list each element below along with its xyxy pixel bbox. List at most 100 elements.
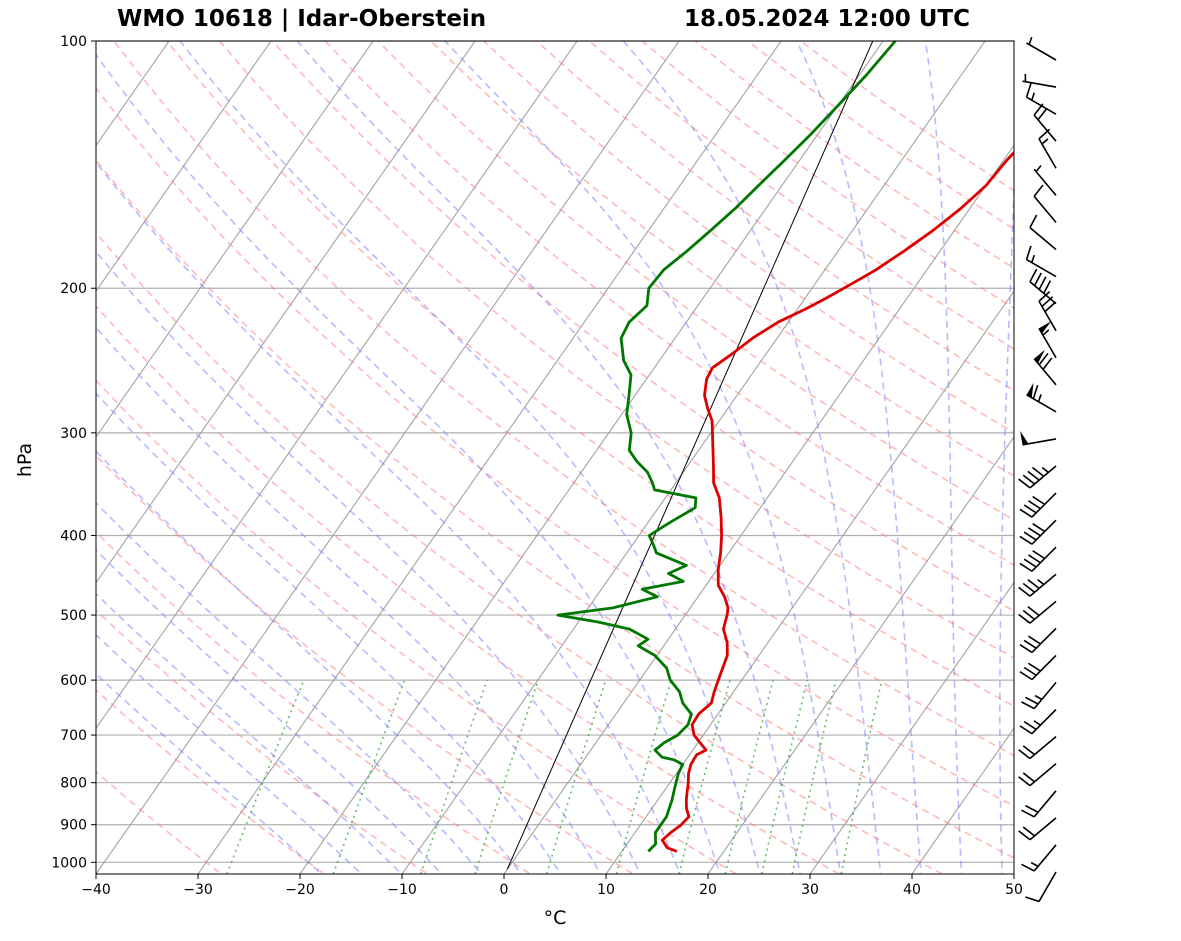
wind-barb-half	[1041, 466, 1049, 474]
wind-barb-full	[1023, 504, 1037, 514]
dry-adiabat-line	[96, 688, 326, 874]
dry-adiabat-line	[430, 41, 1014, 477]
x-tick-label: −30	[183, 882, 213, 898]
sounding-profiles	[556, 41, 1014, 853]
moist-adiabat-line	[924, 41, 963, 874]
temperature-profile-line	[660, 150, 1014, 853]
wind-barb-full	[1027, 470, 1040, 481]
y-tick-label: 1000	[51, 855, 87, 871]
wind-barb-full	[1027, 606, 1040, 617]
wind-barb	[1021, 844, 1057, 872]
moist-adiabat-line	[96, 392, 562, 874]
wind-barb-half	[1033, 720, 1041, 726]
wind-barb-full	[1029, 268, 1038, 283]
isotherm-grid	[0, 23, 1014, 897]
wind-barb-full	[1038, 291, 1051, 302]
dewpoint-profile-line	[556, 41, 897, 853]
chart-title-datetime: 18.05.2024 12:00 UTC	[684, 6, 970, 32]
isotherm-line	[503, 144, 1014, 874]
wind-barb-staff	[1038, 871, 1057, 902]
wind-barb	[1019, 709, 1057, 735]
wind-barb-full	[1018, 478, 1031, 489]
x-tick-label: 20	[699, 882, 717, 898]
wind-barb-full	[1032, 384, 1039, 400]
mixing-ratio-line	[474, 679, 540, 874]
isotherm-line	[197, 41, 782, 874]
mixing-ratio-line	[225, 679, 305, 874]
x-tick-label: 30	[801, 882, 819, 898]
wind-barb-full	[1041, 296, 1054, 308]
wind-barb-staff	[1033, 682, 1057, 710]
wind-barb	[1038, 128, 1057, 169]
wind-barb-full	[1027, 527, 1041, 537]
y-tick-label: 100	[60, 34, 87, 50]
wind-barb-full	[1033, 272, 1042, 286]
wind-barb-flag	[1039, 321, 1052, 334]
wind-barb-full	[1018, 830, 1031, 841]
mixing-ratio-line	[615, 679, 672, 874]
wind-barb-staff	[1029, 817, 1057, 841]
wind-barb	[1025, 245, 1057, 278]
wind-barb-full	[1023, 558, 1037, 568]
wind-barb-staff	[1029, 281, 1057, 305]
x-tick-label: −20	[285, 882, 315, 898]
wind-barb-full	[1027, 578, 1040, 590]
wind-barb	[1033, 184, 1057, 223]
x-tick-label: 10	[597, 882, 615, 898]
isotherm-line	[96, 41, 374, 438]
wind-barb-full	[1019, 508, 1033, 518]
wind-barb	[1019, 546, 1057, 572]
wind-barb-full	[1033, 184, 1044, 197]
dry-adiabat-line	[536, 41, 1014, 392]
wind-barb-full	[1023, 531, 1037, 541]
moist-adiabat-line	[622, 41, 882, 874]
y-axis: 1000 900 800 700 600 500 400 300 200 100	[51, 34, 96, 871]
wind-barb	[1020, 431, 1057, 446]
wind-barb-full	[1032, 495, 1046, 506]
mixing-ratio-line	[678, 679, 731, 874]
wind-barb-staff	[1038, 138, 1057, 169]
wind-barb-full	[1018, 613, 1031, 624]
isotherm-line	[809, 581, 1014, 874]
x-axis-label: °C	[544, 907, 567, 929]
wind-barb-full	[1027, 662, 1041, 672]
wind-barb	[1026, 36, 1057, 61]
moist-adiabat-line	[96, 672, 323, 874]
wind-barb-staff	[1029, 763, 1057, 787]
wind-barb-full	[1027, 500, 1041, 510]
wind-barb-half	[1030, 92, 1036, 101]
y-tick-label: 800	[60, 776, 87, 792]
mixing-ratio-lines	[225, 679, 883, 874]
wind-barb-staff	[1026, 42, 1057, 61]
wind-barb-full	[1027, 554, 1041, 564]
wind-barb-staff	[1033, 790, 1057, 818]
wind-barb	[1021, 790, 1057, 818]
wind-barb	[1018, 763, 1057, 787]
wind-barb-staff	[1022, 438, 1057, 446]
y-tick-label: 500	[60, 608, 87, 624]
mixing-ratio-line	[332, 679, 406, 874]
wind-barb-half	[1037, 578, 1045, 586]
wind-barb-staff	[1033, 844, 1057, 872]
wind-barb-full	[1019, 535, 1033, 545]
wind-barb-half	[1034, 694, 1043, 701]
dry-adiabat-line	[218, 41, 1014, 659]
isotherm-line	[0, 23, 80, 897]
wind-barb-full	[1022, 474, 1036, 485]
isotherm-line	[299, 41, 884, 874]
wind-barb-full	[1019, 725, 1033, 735]
wind-barb-full	[1022, 745, 1036, 756]
moist-adiabat-lines	[96, 41, 1014, 874]
dry-adiabat-lines	[96, 41, 1014, 874]
y-tick-label: 400	[60, 528, 87, 544]
wind-barb	[1019, 654, 1057, 681]
moist-adiabat-line	[179, 41, 761, 874]
isotherm-line	[911, 727, 1014, 874]
wind-barb-full	[1027, 635, 1041, 645]
wind-barb-half	[1030, 861, 1039, 868]
dry-adiabat-line	[113, 41, 1014, 757]
wind-barb	[1021, 682, 1057, 710]
wind-barb-staff	[1033, 195, 1057, 223]
wind-barb-full	[1021, 701, 1035, 710]
isotherm-line	[1013, 873, 1014, 874]
